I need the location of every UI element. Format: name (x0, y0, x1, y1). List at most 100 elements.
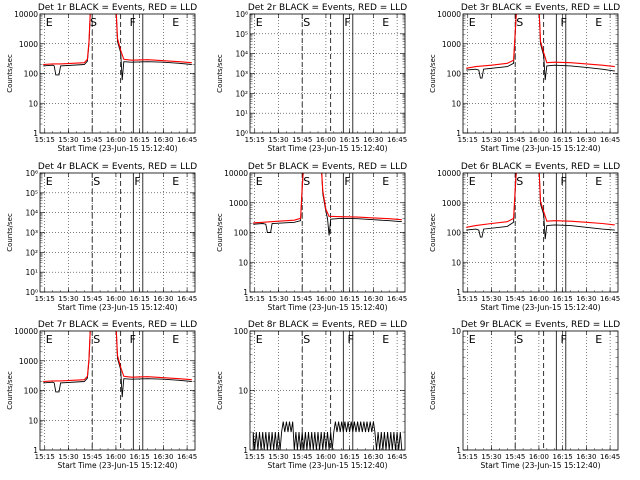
marker-s: S (303, 16, 310, 29)
marker-e: E (256, 175, 263, 188)
panel-det-6: Det 6r BLACK = Events, RED = LLD 1 10 100 10… (429, 162, 620, 312)
marker-f: F (130, 333, 136, 346)
panel-det-5: Det 5r BLACK = Events, RED = LLD 1 10 100 10… (216, 162, 407, 312)
y-tick-label: 100 (24, 387, 39, 396)
y-tick-label: 1000 (442, 40, 461, 49)
y-tick-label: 1000 (19, 40, 38, 49)
x-tick-label: 15:15 (245, 453, 265, 461)
marker-f: F (560, 175, 566, 188)
marker-e: E (382, 333, 389, 346)
series-group (43, 14, 192, 81)
y-tick-label: 10000 (14, 327, 38, 336)
x-tick-label: 15:15 (458, 136, 478, 144)
panel-det-2: Det 2r BLACK = Events, RED = LLD 10⁰ 10¹ 10… (216, 3, 407, 153)
x-tick-label: 16:45 (387, 453, 407, 461)
marker-f: F (347, 333, 353, 346)
marker-s: S (93, 333, 100, 346)
panel-det-7: Det 7r BLACK = Events, RED = LLD 1 10 100 10… (6, 320, 197, 470)
y-tick-label: 10¹ (25, 268, 38, 277)
x-tick-label: 15:30 (268, 136, 288, 144)
panel-det-4: Det 4r BLACK = Events, RED = LLD 10⁰ 10¹ 10… (6, 162, 197, 312)
x-axis-label: Start Time (23-Jun-15 15:12:40) (268, 461, 388, 470)
marker-f: F (344, 175, 350, 188)
series-group (466, 173, 615, 240)
marker-s: S (516, 16, 523, 29)
y-tick-label: 10⁵ (25, 189, 38, 198)
y-tick-label: 10² (25, 248, 38, 257)
panel-title: Det 8r BLACK = Events, RED = LLD (248, 320, 407, 330)
y-tick-label: 10 (28, 99, 38, 108)
series-lld (466, 14, 615, 69)
y-tick-label: 1000 (229, 199, 248, 208)
x-tick-label: 16:00 (316, 295, 336, 303)
series-events (466, 14, 615, 81)
x-tick-label: 15:45 (292, 453, 312, 461)
series-events (43, 331, 192, 398)
series-events (252, 421, 403, 450)
plot-frame (462, 172, 619, 293)
x-tick-label: 16:00 (106, 453, 126, 461)
series-events (253, 173, 402, 236)
y-tick-label: 10 (28, 416, 38, 425)
x-tick-label: 16:30 (576, 136, 596, 144)
marker-s: S (516, 175, 523, 188)
marker-e: E (172, 333, 179, 346)
x-tick-label: 16:30 (153, 453, 173, 461)
x-tick-label: 15:15 (35, 453, 55, 461)
x-tick-label: 16:15 (340, 453, 360, 461)
panel-title: Det 2r BLACK = Events, RED = LLD (248, 3, 407, 13)
y-tick-label: 10⁴ (25, 209, 38, 218)
series-group (43, 331, 192, 398)
plot-frame (39, 13, 196, 134)
x-tick-label: 16:30 (153, 295, 173, 303)
x-tick-label: 16:15 (130, 453, 150, 461)
y-tick-label: 10000 (437, 10, 461, 19)
x-tick-label: 15:45 (82, 453, 102, 461)
x-tick-label: 15:30 (481, 295, 501, 303)
panel-det-1: Det 1r BLACK = Events, RED = LLD 1 10 100 10… (6, 3, 197, 153)
x-axis-label: Start Time (23-Jun-15 15:12:40) (58, 461, 178, 470)
y-axis-label: Counts/sec (216, 54, 224, 93)
y-tick-label: 10⁴ (235, 50, 248, 59)
x-tick-label: 15:15 (458, 453, 478, 461)
x-tick-label: 15:15 (245, 136, 265, 144)
marker-e: E (595, 333, 602, 346)
y-tick-label: 10⁰ (235, 129, 248, 138)
x-tick-label: 16:45 (600, 453, 620, 461)
marker-e: E (595, 175, 602, 188)
marker-f: F (560, 333, 566, 346)
y-tick-label: 10 (451, 99, 461, 108)
x-tick-label: 16:15 (340, 295, 360, 303)
x-axis-label: Start Time (23-Jun-15 15:12:40) (268, 144, 388, 153)
marker-s: S (516, 333, 523, 346)
x-tick-label: 16:45 (600, 136, 620, 144)
x-tick-label: 15:45 (505, 453, 525, 461)
marker-e: E (172, 16, 179, 29)
marker-e: E (46, 333, 53, 346)
panel-title: Det 1r BLACK = Events, RED = LLD (38, 3, 197, 13)
x-tick-label: 16:00 (106, 136, 126, 144)
plot-frame (249, 13, 406, 134)
y-axis-label: Counts/sec (6, 371, 14, 410)
y-tick-label: 1 (243, 288, 248, 297)
y-tick-label: 10 (451, 327, 461, 336)
y-tick-label: 1 (456, 288, 461, 297)
x-tick-label: 15:45 (292, 136, 312, 144)
panel-det-8: Det 8r BLACK = Events, RED = LLD 1 10 100 15… (216, 320, 407, 470)
y-axis-label: Counts/sec (429, 54, 437, 93)
plot-frame (39, 330, 196, 451)
marker-s: S (303, 175, 310, 188)
x-tick-label: 16:00 (106, 295, 126, 303)
marker-f: F (134, 175, 140, 188)
x-tick-label: 16:15 (553, 136, 573, 144)
marker-e: E (469, 16, 476, 29)
marker-e: E (256, 16, 263, 29)
y-tick-label: 10³ (235, 70, 248, 79)
x-tick-label: 16:15 (130, 295, 150, 303)
x-tick-label: 15:30 (58, 453, 78, 461)
y-axis-label: Counts/sec (429, 213, 437, 252)
x-tick-label: 16:00 (529, 136, 549, 144)
x-tick-label: 15:30 (268, 295, 288, 303)
x-axis-label: Start Time (23-Jun-15 15:12:40) (481, 303, 601, 312)
y-tick-label: 1 (33, 129, 38, 138)
